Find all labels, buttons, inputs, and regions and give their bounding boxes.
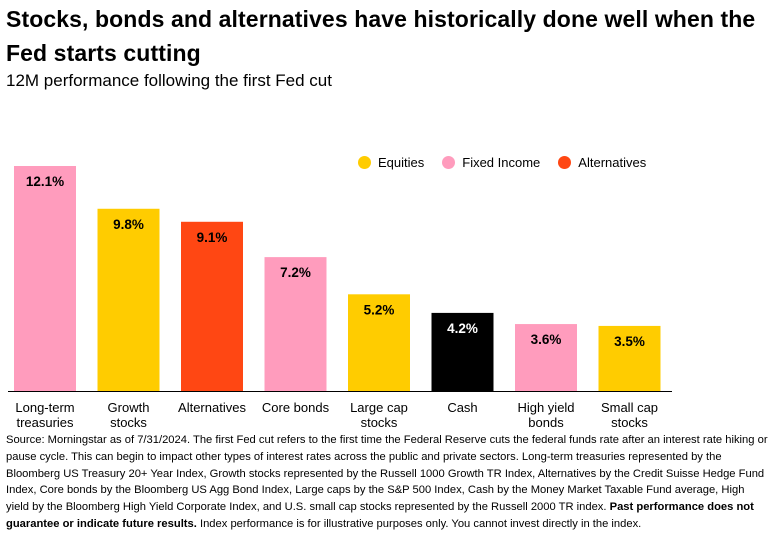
bar-high-yield-bonds [515, 324, 577, 391]
bar-long-term-treasuries [14, 166, 76, 391]
category-label-alternatives: Alternatives [178, 400, 246, 415]
data-label-core-bonds: 7.2% [280, 265, 311, 280]
data-label-growth-stocks: 9.8% [113, 217, 144, 232]
source-text-end: Index performance is for illustrative pu… [196, 517, 642, 530]
legend-swatch-alternatives [558, 156, 572, 169]
data-label-high-yield-bonds: 3.6% [531, 332, 562, 347]
category-label-long-term-treasuries: Long-term treasuries [15, 400, 74, 430]
legend-label-fixed-income: Fixed Income [462, 155, 541, 170]
legend-swatch-equities [358, 156, 371, 169]
bar-growth-stocks [97, 208, 160, 391]
bar-chart: 12.1% Long-term treasuries 9.8% Growth stocks… [8, 166, 672, 430]
category-label-cash: Cash [447, 400, 477, 415]
disclaimer-bold: Past performance does not guarantee or i… [6, 501, 754, 530]
legend: Equities Fixed Income Alternatives [358, 155, 664, 170]
source-note: Source: Morningstar as of 7/31/2024. The… [6, 432, 770, 533]
category-label-large-cap-stocks: Large cap stocks [350, 400, 408, 430]
data-label-small-cap-stocks: 3.5% [614, 334, 645, 349]
bar-core-bonds [264, 257, 327, 391]
category-label-high-yield-bonds: High yield bonds [517, 400, 574, 430]
data-label-alternatives: 9.1% [197, 230, 228, 245]
legend-label-alternatives: Alternatives [578, 155, 647, 170]
data-label-large-cap-stocks: 5.2% [364, 302, 395, 317]
category-label-core-bonds: Core bonds [262, 400, 330, 415]
bar-large-cap-stocks [348, 294, 410, 391]
bar-cash [431, 312, 494, 391]
bar-small-cap-stocks [598, 325, 661, 391]
legend-item-fixed-income: Fixed Income [442, 155, 540, 170]
legend-item-equities: Equities [358, 155, 424, 170]
bar-alternatives [181, 221, 243, 391]
chart-title: Stocks, bonds and alternatives have hist… [6, 6, 756, 66]
legend-label-equities: Equities [378, 155, 425, 170]
legend-item-alternatives: Alternatives [558, 155, 646, 170]
legend-swatch-fixed-income [442, 156, 456, 169]
data-label-long-term-treasuries: 12.1% [26, 174, 64, 189]
source-text: Source: Morningstar as of 7/31/2024. The… [6, 434, 768, 514]
data-label-cash: 4.2% [447, 321, 478, 336]
chart-subtitle: 12M performance following the first Fed … [6, 71, 332, 90]
category-label-small-cap-stocks: Small cap stocks [601, 400, 658, 430]
category-label-growth-stocks: Growth stocks [108, 400, 150, 430]
